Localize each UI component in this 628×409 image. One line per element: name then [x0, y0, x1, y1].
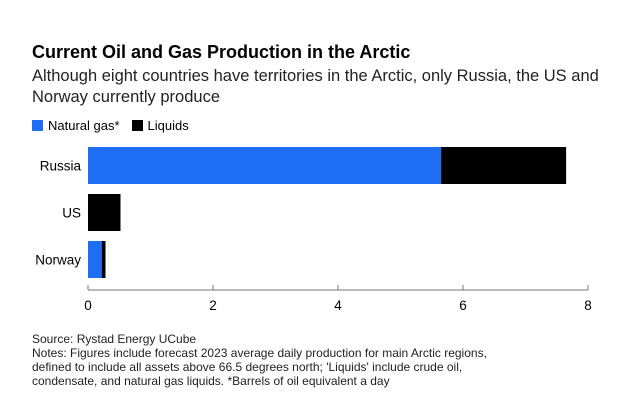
chart-subtitle: Although eight countries have territorie…	[32, 67, 599, 106]
bar-us-liquids	[88, 194, 121, 231]
category-label-russia: Russia	[40, 159, 82, 174]
legend-item-natural-gas: Natural gas*	[32, 118, 120, 133]
x-tick-label: 0	[84, 298, 92, 313]
x-tick-label: 8	[584, 298, 592, 313]
legend-swatch-liquids	[131, 120, 143, 131]
bar-russia-liquids	[441, 147, 567, 184]
category-labels: Russia US Norway	[35, 159, 81, 268]
legend-label-natural-gas: Natural gas*	[48, 118, 120, 133]
legend-swatch-natural-gas	[32, 120, 43, 131]
bar-norway-natural-gas	[88, 241, 102, 278]
source-note: Source: Rystad Energy UCube	[32, 332, 197, 346]
bars-group	[88, 147, 567, 278]
legend: Natural gas* Liquids	[32, 118, 201, 133]
bar-chart: Russia US Norway 0 2 4 6 8	[35, 147, 592, 313]
bar-russia-natural-gas	[88, 147, 442, 184]
legend-item-liquids: Liquids	[131, 118, 189, 133]
x-tick-label: 2	[209, 298, 217, 313]
chart-title: Current Oil and Gas Production in the Ar…	[32, 42, 411, 62]
notes: Notes: Figures include forecast 2023 ave…	[32, 346, 487, 388]
x-axis-ticks: 0 2 4 6 8	[84, 285, 592, 313]
legend-label-liquids: Liquids	[147, 118, 189, 133]
bar-norway-liquids	[101, 241, 106, 278]
footer: Source: Rystad Energy UCube Notes: Figur…	[32, 332, 512, 388]
x-tick-label: 4	[334, 298, 342, 313]
category-label-norway: Norway	[35, 253, 81, 268]
x-tick-label: 6	[459, 298, 467, 313]
category-label-us: US	[62, 206, 81, 221]
